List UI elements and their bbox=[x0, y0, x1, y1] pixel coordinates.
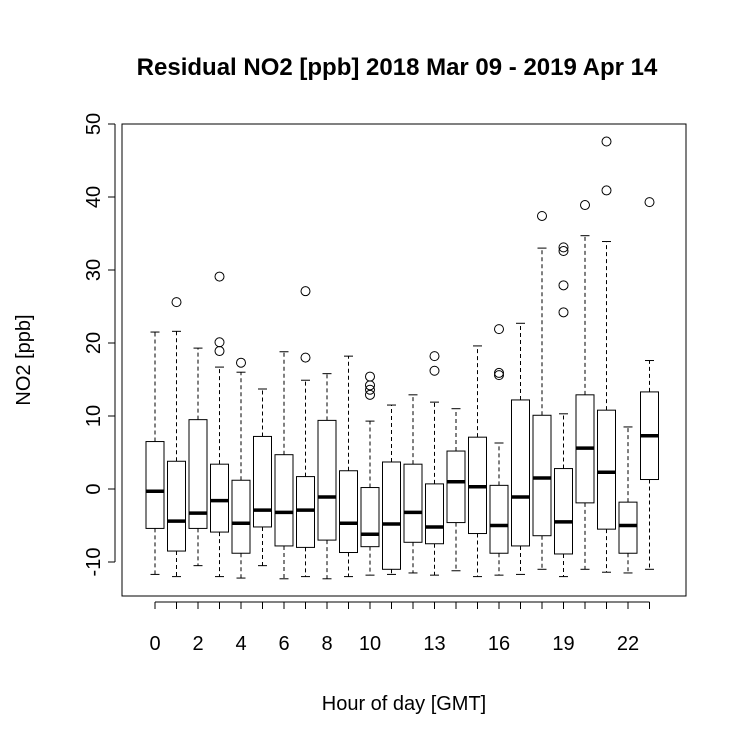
box-iqr bbox=[425, 483, 444, 545]
outlier-point bbox=[558, 307, 569, 318]
outlier-point bbox=[365, 389, 375, 400]
box-hour-14 bbox=[446, 408, 466, 572]
outlier-point bbox=[429, 351, 440, 362]
y-tick-label: 10 bbox=[83, 405, 105, 427]
box-hour-3 bbox=[210, 271, 229, 578]
y-tick-label: 50 bbox=[83, 113, 105, 135]
x-axis-label: Hour of day [GMT] bbox=[322, 693, 487, 715]
box-hour-15 bbox=[468, 345, 487, 578]
box-hour-11 bbox=[382, 404, 401, 575]
box-hour-9 bbox=[339, 355, 358, 578]
x-tick-label: 8 bbox=[321, 633, 332, 655]
boxes-group bbox=[145, 136, 659, 580]
box-hour-5 bbox=[253, 388, 272, 567]
box-iqr bbox=[339, 470, 358, 554]
box-hour-21 bbox=[597, 136, 616, 573]
box-hour-2 bbox=[188, 347, 208, 567]
box-iqr bbox=[210, 463, 229, 533]
box-iqr bbox=[231, 479, 251, 554]
x-axis: 0 2 4 6 8 10 13 16 19 22 bbox=[149, 601, 650, 655]
box-iqr bbox=[489, 484, 509, 554]
box-iqr bbox=[597, 409, 616, 530]
box-hour-19 bbox=[554, 242, 573, 578]
box-iqr bbox=[296, 476, 315, 548]
outlier-point bbox=[601, 185, 612, 196]
box-hour-20 bbox=[575, 200, 595, 570]
y-axis: -10 0 10 20 30 40 50 bbox=[83, 113, 116, 577]
outlier-point bbox=[214, 346, 225, 357]
box-iqr bbox=[618, 501, 638, 554]
box-hour-16 bbox=[489, 324, 509, 576]
outlier-point bbox=[537, 210, 547, 221]
box-iqr bbox=[188, 419, 208, 529]
box-hour-1 bbox=[167, 297, 186, 578]
box-hour-23 bbox=[640, 197, 659, 570]
box-hour-22 bbox=[618, 426, 638, 574]
outlier-point bbox=[171, 297, 182, 308]
outlier-point bbox=[365, 371, 375, 382]
outlier-point bbox=[580, 200, 590, 211]
box-hour-6 bbox=[274, 351, 294, 580]
box-iqr bbox=[511, 399, 530, 547]
x-tick-label: 19 bbox=[552, 633, 574, 655]
outlier-point bbox=[601, 136, 612, 147]
outlier-point bbox=[300, 286, 311, 297]
y-tick-label: 40 bbox=[83, 186, 105, 208]
outlier-point bbox=[214, 337, 225, 348]
outlier-point bbox=[558, 242, 569, 253]
outlier-point bbox=[429, 365, 440, 376]
box-hour-0 bbox=[145, 331, 165, 575]
box-iqr bbox=[446, 450, 466, 524]
y-tick-label: 0 bbox=[83, 483, 105, 494]
x-tick-label: 16 bbox=[488, 633, 510, 655]
y-tick-label: -10 bbox=[83, 548, 105, 577]
box-hour-12 bbox=[403, 394, 423, 574]
box-iqr bbox=[317, 419, 337, 541]
x-tick-label: 2 bbox=[192, 633, 203, 655]
outlier-point bbox=[494, 370, 504, 381]
outlier-point bbox=[494, 324, 504, 335]
y-tick-label: 20 bbox=[83, 332, 105, 354]
box-iqr bbox=[145, 441, 165, 529]
outlier-point bbox=[644, 197, 655, 208]
outlier-point bbox=[300, 352, 311, 363]
box-hour-4 bbox=[231, 357, 251, 579]
box-iqr bbox=[253, 435, 272, 528]
x-tick-label: 13 bbox=[423, 633, 445, 655]
box-iqr bbox=[360, 487, 380, 548]
box-iqr bbox=[532, 414, 552, 537]
x-tick-label: 22 bbox=[617, 633, 639, 655]
outlier-point bbox=[236, 357, 246, 368]
chart-title: Residual NO2 [ppb] 2018 Mar 09 - 2019 Ap… bbox=[137, 54, 658, 81]
box-hour-10 bbox=[360, 371, 380, 576]
box-iqr bbox=[403, 463, 423, 543]
y-tick-label: 30 bbox=[83, 259, 105, 281]
x-tick-label: 10 bbox=[359, 633, 381, 655]
box-iqr bbox=[274, 454, 294, 547]
plot-frame bbox=[121, 123, 687, 597]
box-hour-18 bbox=[532, 210, 552, 570]
box-hour-13 bbox=[425, 351, 444, 576]
outlier-point bbox=[558, 280, 569, 291]
outlier-point bbox=[558, 246, 569, 257]
box-hour-17 bbox=[511, 322, 530, 575]
x-tick-label: 0 bbox=[149, 633, 160, 655]
box-iqr bbox=[554, 468, 573, 555]
y-axis-label: NO2 [ppb] bbox=[13, 314, 35, 405]
outlier-point bbox=[365, 384, 375, 395]
outlier-point bbox=[214, 271, 225, 282]
box-hour-8 bbox=[317, 373, 337, 580]
x-tick-label: 6 bbox=[278, 633, 289, 655]
x-tick-label: 4 bbox=[235, 633, 246, 655]
outlier-point bbox=[494, 367, 504, 378]
box-iqr bbox=[167, 460, 186, 552]
box-iqr bbox=[382, 461, 401, 570]
box-hour-7 bbox=[296, 286, 315, 578]
